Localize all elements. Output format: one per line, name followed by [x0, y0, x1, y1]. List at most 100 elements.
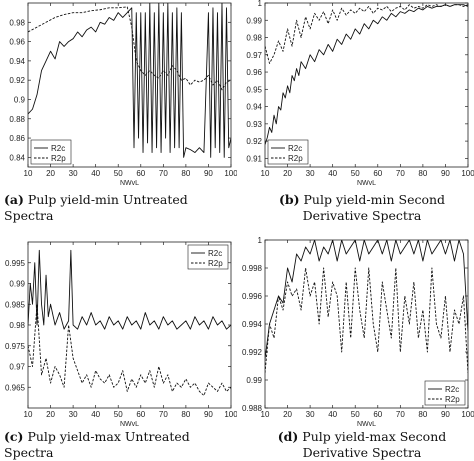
- x-axis-label: NWvL: [120, 180, 139, 187]
- series-line-r2p: [265, 267, 468, 374]
- caption-d-tag: (d): [277, 429, 299, 444]
- x-tick-label: 90: [441, 169, 450, 178]
- x-tick-label: 90: [204, 169, 213, 178]
- chart-d-svg: 10 20 30 40 50 60 70 80 90 100 0.988 0.99 0.992 0.994…: [242, 236, 474, 428]
- y-tick-label: 0.96: [9, 38, 25, 47]
- chart-panel-b: 10 20 30 40 50 60 70 80 90 100 0.91 0.92 0.93 0.94 0.9…: [237, 0, 474, 187]
- x-tick-label: 30: [69, 169, 78, 178]
- y-tick-label: 0.995: [5, 259, 26, 268]
- x-tick-label: 40: [91, 169, 100, 178]
- x-tick-label: 100: [461, 169, 474, 178]
- caption-a-tag: (a): [4, 192, 24, 207]
- x-tick-label: 10: [24, 410, 33, 419]
- caption-a-text: Pulp yield-min Untreated Spectra: [4, 192, 188, 223]
- y-tick-label: 0.9: [14, 95, 26, 104]
- y-tick-label: 0.96: [246, 68, 262, 77]
- x-tick-label: 90: [204, 410, 213, 419]
- chart-panel-a: 10 20 30 40 50 60 70 80 90 100 0.84 0.86 0.88 0.9 0.92…: [0, 0, 237, 187]
- caption-c-tag: (c): [4, 429, 24, 444]
- legend-label-r2p: R2p: [288, 154, 303, 163]
- x-tick-label: 60: [373, 169, 382, 178]
- caption-b-text: Pulp yield-min Second Derivative Spectra: [302, 192, 446, 223]
- x-tick-label: 80: [181, 410, 190, 419]
- legend-label-r2p: R2p: [445, 395, 460, 404]
- legend-label-r2p: R2p: [208, 259, 223, 268]
- x-tick-label: 50: [114, 169, 123, 178]
- chart-b-svg: 10 20 30 40 50 60 70 80 90 100 0.91 0.92 0.93 0.94 0.9…: [246, 0, 474, 187]
- y-tick-label: 0.92: [246, 137, 262, 146]
- x-tick-label: 10: [261, 169, 270, 178]
- x-tick-label: 20: [46, 410, 55, 419]
- y-tick-label: 0.985: [5, 300, 26, 309]
- x-axis-label: NWvL: [357, 421, 376, 428]
- legend-label-r2c: R2c: [288, 144, 302, 153]
- chart-panel-c: 10 20 30 40 50 60 70 80 90 100 0.965 0.97 0.975 0.98 0…: [0, 232, 237, 428]
- x-tick-label: 10: [261, 410, 270, 419]
- series-line-r2p: [265, 4, 468, 64]
- x-tick-label: 70: [159, 410, 168, 419]
- y-tick-label: 0.998: [242, 264, 263, 273]
- caption-b-tag: (b): [278, 192, 300, 207]
- caption-c-text: Pulp yield-max Untreated Spectra: [4, 429, 190, 460]
- x-tick-label: 30: [306, 169, 315, 178]
- y-tick-label: 0.99: [246, 376, 262, 385]
- x-tick-label: 10: [24, 169, 33, 178]
- series-line-r2c: [28, 3, 231, 158]
- x-tick-label: 20: [283, 169, 292, 178]
- x-tick-label: 30: [69, 410, 78, 419]
- y-tick-label: 0.99: [246, 16, 262, 25]
- legend-box: [267, 139, 309, 165]
- series-line-r2c: [28, 249, 231, 330]
- plot-area-frame: [27, 241, 232, 409]
- legend-label-r2p: R2p: [51, 154, 66, 163]
- series-line-r2c: [265, 4, 468, 145]
- x-tick-label: 40: [328, 169, 337, 178]
- legend-label-r2c: R2c: [445, 385, 459, 394]
- x-tick-label: 80: [181, 169, 190, 178]
- x-tick-label: 20: [46, 169, 55, 178]
- x-axis-label: NWvL: [120, 421, 139, 428]
- caption-d-text: Pulp yield-max Second Derivative Spectra: [302, 429, 447, 460]
- legend-box: [187, 244, 229, 270]
- y-tick-label: 0.97: [246, 51, 262, 60]
- plot-area-frame: [27, 2, 232, 168]
- x-tick-label: 80: [418, 169, 427, 178]
- y-tick-label: 0.965: [5, 383, 26, 392]
- caption-b: (b) Pulp yield-min Second Derivative Spe…: [253, 192, 471, 224]
- x-tick-label: 30: [306, 410, 315, 419]
- chart-c-svg: 10 20 30 40 50 60 70 80 90 100 0.965 0.97 0.975 0.98 0…: [5, 241, 237, 428]
- series-line-r2p: [28, 303, 231, 397]
- x-tick-label: 50: [114, 410, 123, 419]
- legend-box: [30, 139, 72, 165]
- y-tick-label: 0.988: [242, 404, 263, 413]
- y-tick-label: 1: [258, 236, 263, 245]
- y-tick-label: 0.975: [5, 342, 26, 351]
- plot-area-frame: [264, 2, 469, 168]
- x-tick-label: 100: [224, 169, 237, 178]
- x-tick-label: 60: [136, 169, 145, 178]
- y-tick-label: 0.93: [246, 120, 262, 129]
- x-tick-label: 80: [418, 410, 427, 419]
- x-tick-label: 70: [396, 169, 405, 178]
- x-tick-label: 70: [159, 169, 168, 178]
- x-tick-label: 60: [136, 410, 145, 419]
- legend-label-r2c: R2c: [208, 249, 222, 258]
- x-tick-label: 90: [441, 410, 450, 419]
- x-tick-label: 70: [396, 410, 405, 419]
- legend-label-r2c: R2c: [51, 144, 65, 153]
- chart-a-svg: 10 20 30 40 50 60 70 80 90 100 0.84 0.86 0.88 0.9 0.92…: [9, 2, 237, 187]
- series-line-r2p: [28, 6, 231, 91]
- y-tick-label: 0.95: [246, 85, 262, 94]
- x-tick-label: 50: [351, 169, 360, 178]
- y-tick-label: 0.98: [9, 18, 25, 27]
- caption-a: (a) Pulp yield-min Untreated Spectra: [4, 192, 234, 224]
- x-tick-label: 40: [91, 410, 100, 419]
- legend-box: [424, 380, 466, 406]
- x-tick-label: 60: [373, 410, 382, 419]
- x-tick-label: 100: [461, 410, 474, 419]
- y-tick-label: 0.97: [9, 363, 25, 372]
- y-tick-label: 0.88: [9, 115, 25, 124]
- y-tick-label: 0.994: [242, 320, 263, 329]
